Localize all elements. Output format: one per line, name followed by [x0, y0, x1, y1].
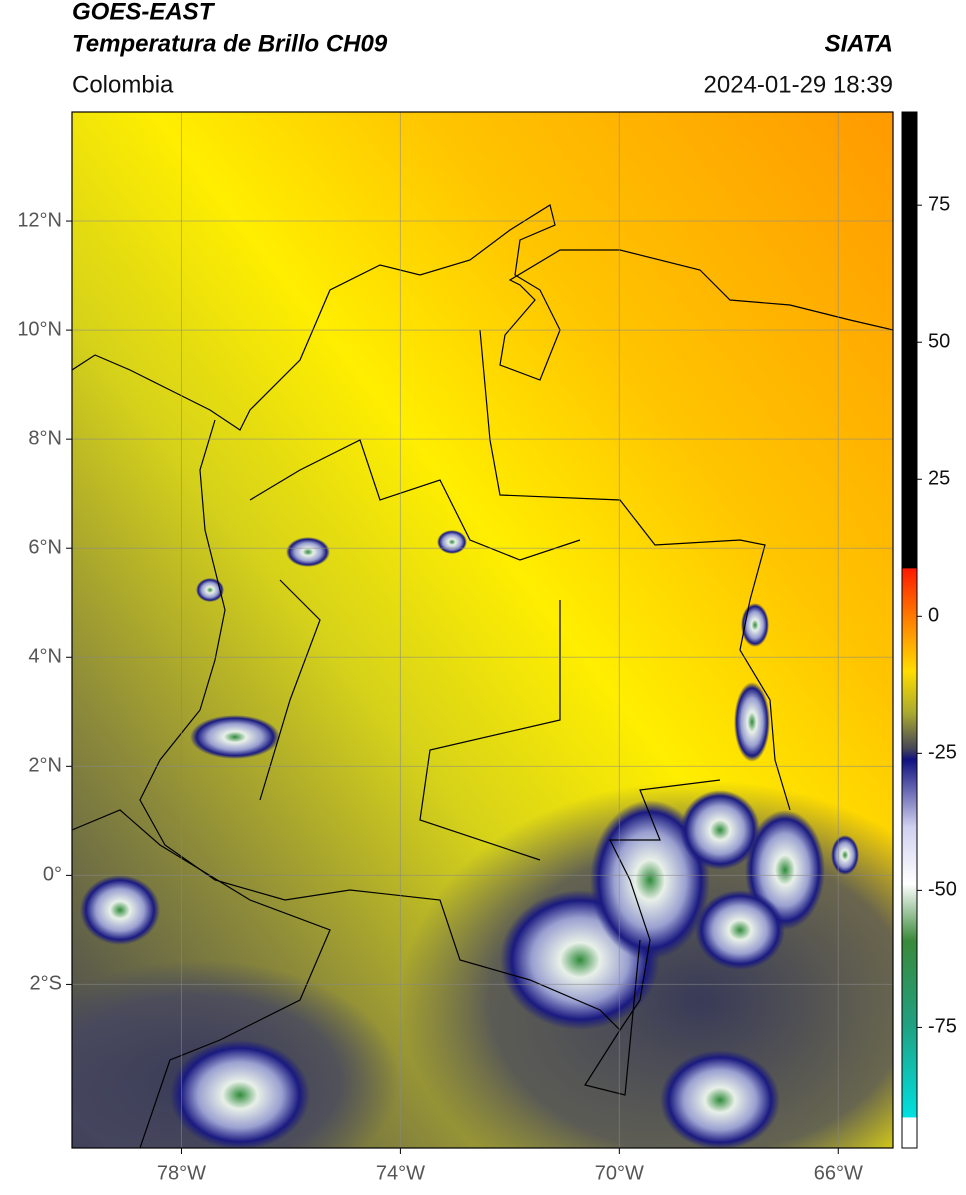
y-tick-label: 12°N	[17, 209, 62, 231]
x-tick-label: 78°W	[157, 1162, 206, 1184]
colorbar-tick-label: 75	[928, 193, 950, 215]
map-frame	[71, 111, 894, 1149]
colorbar-tick-label: 50	[928, 331, 950, 353]
y-tick-label: 6°N	[28, 536, 62, 558]
colorbar-tick-label: 25	[928, 468, 950, 490]
y-tick-label: 8°N	[28, 427, 62, 449]
colorbar-tick-label: -50	[928, 879, 957, 901]
y-tick-label: 10°N	[17, 318, 62, 340]
y-tick-label: 4°N	[28, 646, 62, 668]
y-tick-label: 2°N	[28, 755, 62, 777]
map-image	[72, 112, 893, 1148]
satellite: GOES-EAST	[72, 0, 216, 25]
x-tick-label: 70°W	[595, 1162, 644, 1184]
colorbar	[901, 111, 918, 1149]
y-tick-label: 2°S	[30, 973, 62, 995]
colorbar-tick-label: -25	[928, 742, 957, 764]
y-tick-label: 0°	[43, 864, 62, 886]
colorbar-tick-label: -75	[928, 1016, 957, 1038]
datetime: 2024-01-29 18:39	[704, 71, 894, 98]
source: SIATA	[825, 30, 893, 57]
graticule	[72, 112, 893, 1148]
product: Temperatura de Brillo CH09	[72, 30, 388, 57]
x-tick-label: 74°W	[376, 1162, 425, 1184]
x-tick-label: 66°W	[814, 1162, 863, 1184]
region: Colombia	[72, 71, 174, 98]
colorbar-tick-label: 0	[928, 605, 939, 627]
